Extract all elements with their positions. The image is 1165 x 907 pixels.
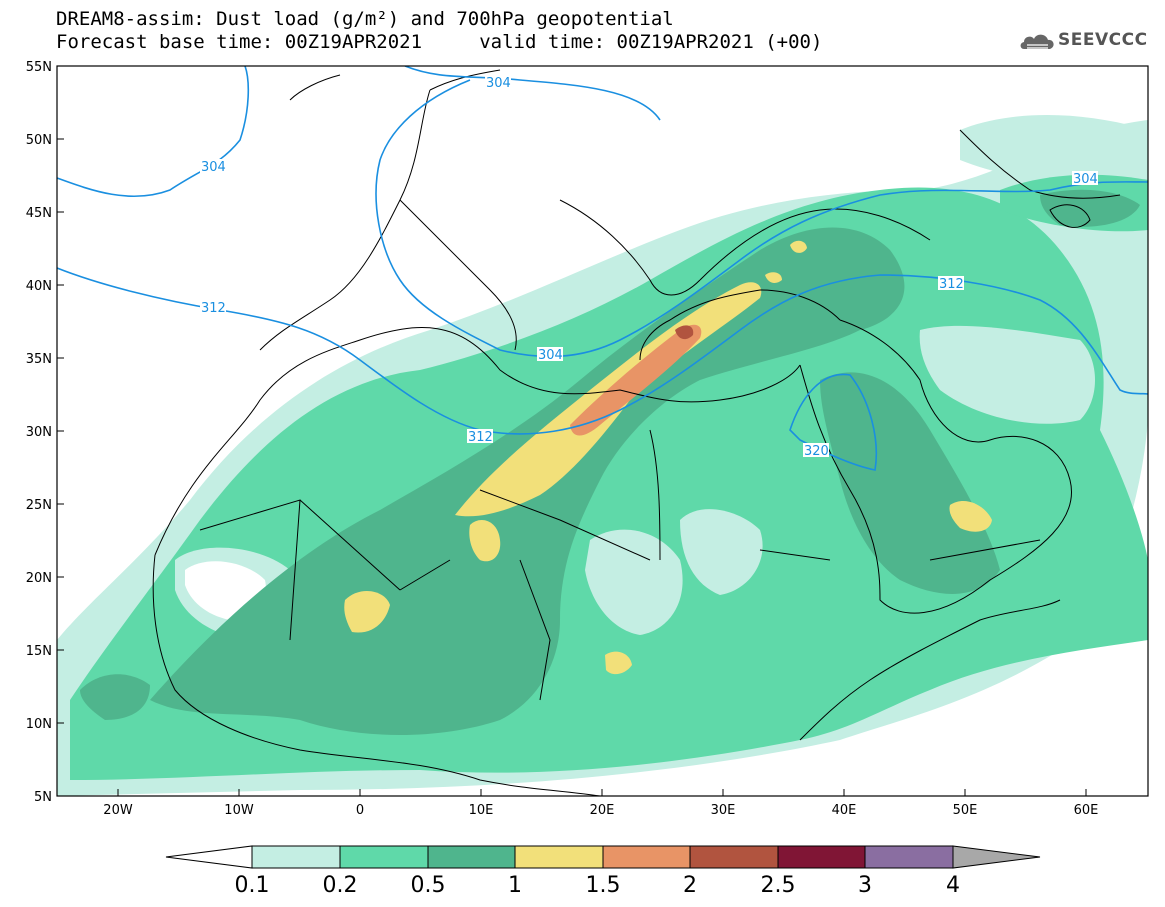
colorbar-swatch [864,845,954,869]
contour-label: 320 [804,444,829,459]
contour-304-main [375,66,1148,358]
colorbar-label: 0.5 [410,873,446,898]
cloud-icon [1020,34,1054,49]
colorbar-label: 2 [683,873,697,898]
colorbar [165,845,1041,869]
colorbar-swatch [251,845,341,869]
logo-text: SEEVCCC [1058,30,1148,50]
colorbar-label: 0.1 [234,873,270,898]
colorbar-label: 3 [858,873,872,898]
contour-label: 304 [538,348,563,363]
contour-label: 304 [201,160,226,175]
lon-tick-label: 10E [469,803,494,818]
coastlines [152,69,1121,796]
colorbar-swatch [339,845,429,869]
lon-tick-label: 60E [1074,803,1099,818]
lat-tick-label: 50N [26,133,52,148]
colorbar-swatch [514,845,604,869]
lat-tick-label: 25N [26,498,52,513]
colorbar-swatch [777,845,866,869]
lat-tick-label: 10N [26,717,52,732]
contour-label: 304 [486,76,511,91]
contour-label: 312 [201,301,226,316]
latitude-axis [57,65,64,797]
lon-tick-label: 20E [590,803,615,818]
colorbar-label: 1.5 [585,873,621,898]
longitude-axis [117,789,1087,796]
contour-312-main [57,267,1148,435]
lat-tick-label: 15N [26,644,52,659]
lon-tick-label: 30E [711,803,736,818]
colorbar-swatch [427,845,516,869]
contour-label: 304 [1073,172,1098,187]
chart-title-line-2: Forecast base time: 00Z19APR2021 valid t… [56,31,823,53]
lat-tick-label: 20N [26,571,52,586]
contour-label: 312 [468,430,493,445]
colorbar-swatch [689,845,779,869]
lat-tick-label: 55N [26,60,52,75]
lat-tick-label: 30N [26,425,52,440]
lat-tick-label: 40N [26,279,52,294]
colorbar-over-triangle [952,845,1041,869]
lon-tick-label: 0 [356,803,364,818]
geopotential-contours [57,66,1148,471]
lat-tick-label: 45N [26,206,52,221]
colorbar-label: 2.5 [760,873,796,898]
dust-load-field [57,115,1148,796]
lon-tick-label: 50E [953,803,978,818]
lon-tick-label: 10W [224,803,254,818]
chart-title-line-1: DREAM8-assim: Dust load (g/m²) and 700hP… [56,8,674,30]
lat-tick-label: 35N [26,352,52,367]
colorbar-under-triangle [165,845,253,869]
colorbar-label: 1 [508,873,522,898]
colorbar-swatch [602,845,691,869]
contour-320 [789,373,878,471]
lon-tick-label: 40E [832,803,857,818]
colorbar-label: 4 [946,873,960,898]
colorbar-label: 0.2 [322,873,358,898]
contour-label: 312 [939,277,964,292]
contour-labels: 304 304 312 304 312 312 304 320 [200,75,1098,459]
lat-tick-label: 5N [34,790,52,805]
lon-tick-label: 20W [103,803,133,818]
